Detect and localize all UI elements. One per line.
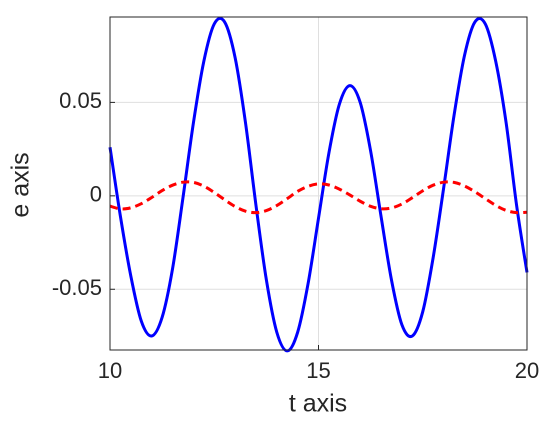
data-line bbox=[109, 180, 528, 215]
x-tick-label: 20 bbox=[515, 358, 539, 383]
y-tick-label: -0.05 bbox=[52, 275, 102, 300]
y-axis-label: e axis bbox=[7, 152, 35, 217]
y-tick-label: 0 bbox=[90, 182, 102, 207]
data-line bbox=[108, 16, 529, 353]
x-tick-label: 15 bbox=[306, 358, 330, 383]
x-tick-label: 10 bbox=[98, 358, 122, 383]
y-tick-label: 0.05 bbox=[59, 88, 102, 113]
x-axis-label: t axis bbox=[289, 390, 347, 418]
plot-frame bbox=[109, 16, 528, 351]
